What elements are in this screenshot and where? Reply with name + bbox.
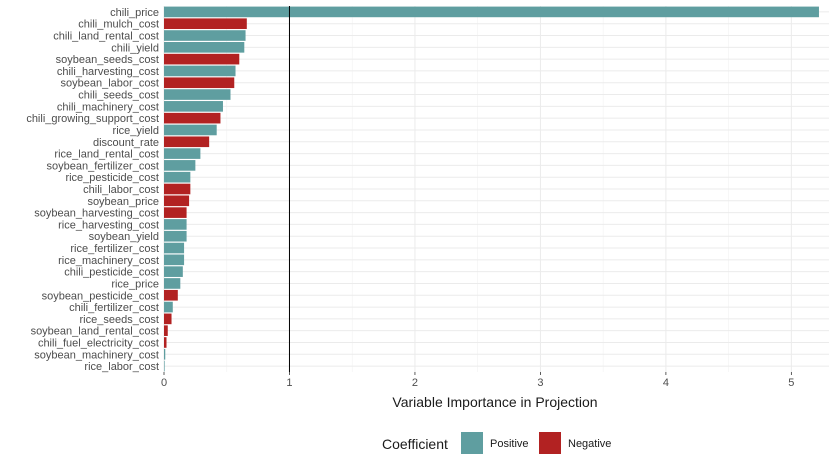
bar-soybean-fertilizer-cost xyxy=(164,160,196,171)
category-label: rice_harvesting_cost xyxy=(58,219,159,231)
legend: Coefficient Positive Negative xyxy=(382,432,611,454)
category-label: rice_land_rental_cost xyxy=(54,149,159,161)
x-tick-label: 4 xyxy=(663,377,669,389)
bar-rice-labor-cost xyxy=(164,360,165,372)
x-axis-ticks: 0 1 2 3 4 5 xyxy=(161,372,794,389)
category-label: chili_fuel_electricity_cost xyxy=(38,337,159,349)
legend-key-positive xyxy=(461,432,483,454)
legend-label-positive: Positive xyxy=(490,438,529,450)
bar-chili-yield xyxy=(164,42,245,53)
x-tick-label: 3 xyxy=(537,377,543,389)
category-label: soybean_labor_cost xyxy=(61,78,159,90)
x-tick-label: 2 xyxy=(412,377,418,389)
category-label: soybean_seeds_cost xyxy=(56,54,159,66)
bar-rice-harvesting-cost xyxy=(164,219,187,230)
bar-chili-pesticide-cost xyxy=(164,266,183,277)
bar-soybean-land-rental-cost xyxy=(164,325,168,336)
bar-chili-seeds-cost xyxy=(164,89,231,100)
x-tick-label: 5 xyxy=(788,377,794,389)
legend-title: Coefficient xyxy=(382,436,448,452)
bar-rice-fertilizer-cost xyxy=(164,242,185,254)
category-label: rice_pesticide_cost xyxy=(65,172,159,184)
category-label: soybean_yield xyxy=(89,231,159,243)
category-label: rice_labor_cost xyxy=(84,361,159,373)
category-label: rice_seeds_cost xyxy=(80,314,160,326)
bar-discount-rate xyxy=(164,136,210,148)
x-tick-label: 1 xyxy=(286,377,292,389)
bar-chili-machinery-cost xyxy=(164,101,223,112)
category-label: chili_growing_support_cost xyxy=(26,113,159,125)
x-axis-title: Variable Importance in Projection xyxy=(392,394,597,410)
category-label: soybean_harvesting_cost xyxy=(34,208,159,220)
category-label: rice_machinery_cost xyxy=(58,255,159,267)
bar-rice-yield xyxy=(164,124,217,136)
category-label: soybean_fertilizer_cost xyxy=(46,160,159,172)
category-label: discount_rate xyxy=(93,137,159,149)
category-label: chili_machinery_cost xyxy=(57,101,159,113)
bar-rice-machinery-cost xyxy=(164,254,185,266)
bar-soybean-seeds-cost xyxy=(164,53,240,65)
bar-soybean-pesticide-cost xyxy=(164,289,178,301)
bars xyxy=(164,6,819,372)
bar-rice-seeds-cost xyxy=(164,313,172,325)
bar-chili-land-rental-cost xyxy=(164,30,246,41)
legend-label-negative: Negative xyxy=(568,438,611,450)
category-label: chili_fertilizer_cost xyxy=(69,302,159,314)
bar-chili-mulch-cost xyxy=(164,18,247,30)
category-label: soybean_price xyxy=(87,196,159,208)
bar-chili-growing-support-cost xyxy=(164,112,221,124)
category-label: chili_mulch_cost xyxy=(78,19,159,31)
grid-lines xyxy=(163,6,829,372)
category-label: chili_price xyxy=(110,7,159,19)
category-label: chili_seeds_cost xyxy=(78,90,159,102)
category-label: chili_labor_cost xyxy=(83,184,159,196)
bar-rice-land-rental-cost xyxy=(164,148,201,159)
category-label: chili_land_rental_cost xyxy=(53,31,159,43)
bar-soybean-yield xyxy=(164,230,187,242)
category-label: chili_harvesting_cost xyxy=(57,66,159,78)
category-label: rice_price xyxy=(111,278,159,290)
bar-soybean-labor-cost xyxy=(164,77,235,89)
category-label: chili_yield xyxy=(111,42,159,54)
category-label: chili_pesticide_cost xyxy=(64,267,159,279)
category-labels: chili_pricechili_mulch_costchili_land_re… xyxy=(26,7,159,373)
bar-rice-price xyxy=(164,278,181,289)
bar-chili-fertilizer-cost xyxy=(164,301,173,313)
bar-rice-pesticide-cost xyxy=(164,171,191,183)
bar-soybean-machinery-cost xyxy=(164,348,166,360)
legend-key-negative xyxy=(539,432,561,454)
bar-chili-harvesting-cost xyxy=(164,65,236,77)
bar-soybean-harvesting-cost xyxy=(164,207,187,218)
bar-soybean-price xyxy=(164,195,190,207)
bar-chili-price xyxy=(164,6,819,18)
x-tick-label: 0 xyxy=(161,377,167,389)
category-label: soybean_land_rental_cost xyxy=(31,326,159,338)
bar-chili-fuel-electricity-cost xyxy=(164,337,167,348)
category-label: rice_yield xyxy=(113,125,159,137)
category-label: soybean_pesticide_cost xyxy=(42,290,159,302)
category-label: rice_fertilizer_cost xyxy=(70,243,159,255)
category-label: soybean_machinery_cost xyxy=(34,349,159,361)
bar-chili-labor-cost xyxy=(164,183,191,195)
